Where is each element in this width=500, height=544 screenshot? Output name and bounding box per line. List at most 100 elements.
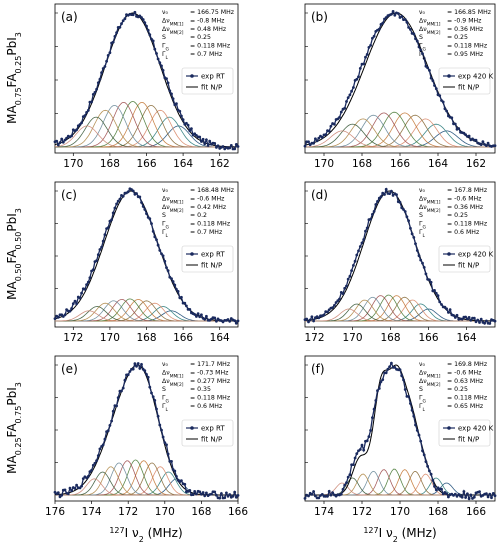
exp-point bbox=[467, 497, 471, 501]
exp-point bbox=[434, 488, 438, 492]
x-tick-label: 168 bbox=[136, 332, 156, 344]
exp-point bbox=[434, 291, 438, 295]
param-symbol: S bbox=[419, 212, 423, 219]
exp-point bbox=[390, 12, 393, 16]
exp-point bbox=[322, 313, 326, 317]
exp-point bbox=[226, 318, 230, 321]
exp-point bbox=[388, 365, 391, 369]
exp-point bbox=[353, 259, 357, 263]
exp-point bbox=[166, 452, 170, 456]
exp-point bbox=[148, 33, 152, 37]
exp-point bbox=[163, 259, 167, 263]
exp-point bbox=[398, 200, 402, 204]
param-symbol: ΔνMM[1] bbox=[162, 195, 184, 205]
exp-point bbox=[145, 24, 148, 28]
param-symbol: ν₀ bbox=[162, 187, 168, 194]
exp-point bbox=[488, 322, 492, 325]
exp-point bbox=[145, 212, 148, 216]
panel-a: 170 168 166 164 162 (a) ν₀ = 166.75 MHz ΔνMM[1] =… bbox=[53, 3, 240, 170]
exp-point bbox=[410, 408, 414, 412]
param-value: = 0.36 MHz bbox=[447, 26, 483, 33]
x-tick-label: 174 bbox=[82, 506, 102, 518]
exp-point bbox=[409, 28, 412, 31]
param-symbol: ΓG bbox=[162, 43, 169, 53]
exp-point bbox=[367, 46, 371, 49]
exp-point bbox=[155, 238, 158, 242]
exp-point bbox=[185, 121, 188, 125]
exp-point bbox=[196, 312, 200, 316]
exp-point bbox=[391, 10, 395, 13]
param-value: = 0.118 MHz bbox=[190, 221, 230, 228]
exp-point bbox=[485, 492, 488, 496]
exp-point bbox=[166, 81, 170, 85]
exp-point bbox=[165, 443, 168, 447]
param-symbol: ΔνMM[1] bbox=[419, 195, 441, 205]
exp-point bbox=[357, 75, 360, 79]
param-symbol: S bbox=[162, 212, 166, 219]
exp-point bbox=[428, 278, 431, 282]
exp-point bbox=[421, 52, 424, 56]
exp-point bbox=[115, 202, 118, 206]
param-value: = 0.118 MHz bbox=[447, 395, 487, 402]
param-value: = 0.118 MHz bbox=[190, 395, 230, 402]
exp-point bbox=[310, 493, 314, 496]
exp-point bbox=[118, 197, 122, 201]
exp-point bbox=[429, 472, 433, 476]
exp-point bbox=[65, 136, 68, 140]
x-tick-label: 172 bbox=[63, 332, 83, 344]
exp-point bbox=[98, 248, 102, 251]
param-value: = 0.65 MHz bbox=[447, 403, 483, 410]
exp-point bbox=[438, 300, 442, 304]
exp-point bbox=[233, 147, 237, 151]
exp-point bbox=[447, 311, 450, 314]
exp-point bbox=[228, 319, 232, 323]
exp-point bbox=[131, 367, 135, 371]
exp-point bbox=[198, 135, 202, 139]
exp-point bbox=[101, 67, 105, 70]
exp-point bbox=[168, 89, 172, 93]
panel-label: (f) bbox=[311, 362, 325, 376]
param-symbol: S bbox=[419, 34, 423, 41]
exp-point bbox=[417, 45, 421, 49]
exp-point bbox=[220, 492, 223, 495]
component-curve bbox=[305, 308, 495, 322]
exp-point bbox=[341, 292, 345, 295]
exp-point bbox=[56, 143, 60, 147]
exp-point bbox=[200, 492, 203, 496]
exp-point bbox=[115, 31, 118, 35]
x-tick-label: 174 bbox=[314, 506, 334, 518]
x-tick-label: 166 bbox=[173, 332, 193, 344]
param-value: = -0.73 MHz bbox=[190, 369, 228, 376]
exp-point bbox=[140, 16, 143, 19]
exp-point bbox=[58, 141, 62, 145]
exp-point bbox=[357, 249, 360, 253]
exp-point bbox=[96, 81, 100, 85]
exp-point bbox=[422, 453, 426, 457]
exp-point bbox=[75, 128, 78, 132]
exp-point bbox=[128, 370, 132, 373]
exp-point bbox=[390, 361, 393, 365]
exp-point bbox=[352, 86, 355, 89]
exp-point bbox=[195, 492, 198, 496]
exp-point bbox=[178, 109, 182, 113]
exp-point bbox=[493, 319, 497, 323]
exp-point bbox=[138, 195, 142, 199]
param-symbol: ΔνMM[2] bbox=[162, 204, 184, 214]
x-tick-label: 166 bbox=[228, 506, 248, 518]
exp-point bbox=[63, 488, 67, 492]
exp-point bbox=[372, 407, 376, 411]
exp-point bbox=[312, 319, 315, 323]
exp-point bbox=[186, 123, 190, 127]
exp-point bbox=[234, 143, 238, 146]
param-symbol: ΔνMM[1] bbox=[419, 17, 441, 27]
exp-point bbox=[216, 144, 220, 148]
exp-point bbox=[225, 491, 228, 495]
param-symbol: ΔνMM[1] bbox=[419, 369, 441, 379]
param-value: = -0.6 MHz bbox=[447, 195, 481, 202]
exp-point bbox=[478, 490, 481, 493]
exp-point bbox=[391, 194, 395, 197]
exp-point bbox=[343, 106, 347, 110]
exp-point bbox=[400, 15, 404, 18]
exp-point bbox=[110, 218, 113, 222]
exp-point bbox=[360, 443, 364, 447]
